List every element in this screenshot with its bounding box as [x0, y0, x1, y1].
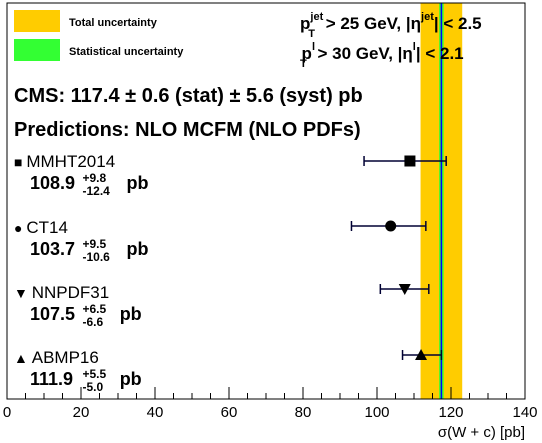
legend-label: Total uncertainty: [69, 17, 158, 29]
prediction-name-text: CT14: [26, 218, 68, 237]
cut-eta-sup: jet: [420, 11, 434, 23]
data-point-triangle-up: [415, 349, 428, 360]
x-tick-label: 20: [73, 404, 90, 421]
prediction-err-down: -6.6: [83, 315, 104, 329]
prediction-err-up: +9.5: [83, 237, 107, 251]
prediction-unit: pb: [120, 304, 142, 324]
cut-sup: jet: [309, 11, 323, 23]
x-tick-label: 120: [438, 404, 463, 421]
prediction-err-down: -5.0: [83, 380, 104, 394]
legend-swatch: [14, 39, 60, 61]
prediction-marker-glyph: ▲: [14, 350, 32, 366]
prediction-name: ▼ NNPDF31: [14, 283, 109, 302]
cut-sup: l: [312, 41, 315, 53]
x-tick-label: 40: [147, 404, 164, 421]
prediction-name-text: NNPDF31: [32, 283, 109, 302]
cut-p: p: [300, 14, 310, 33]
cut-p: p: [302, 44, 312, 63]
x-tick-label: 60: [221, 404, 238, 421]
prediction-err-up: +9.8: [83, 171, 107, 185]
prediction-err-down: -12.4: [83, 184, 111, 198]
cut-sub: T: [300, 58, 307, 70]
prediction-marker-glyph: ▼: [14, 285, 32, 301]
prediction-value: 111.9: [30, 369, 73, 389]
prediction-value-num: 111.9: [30, 369, 73, 389]
prediction-marker-glyph: ●: [14, 220, 26, 236]
prediction-value-num: 107.5: [30, 304, 75, 324]
kinematic-cut-text: pl T > 30 GeV, |ηl| < 2.1: [300, 41, 464, 70]
legend-label: Statistical uncertainty: [69, 46, 184, 58]
x-tick-label: 140: [512, 404, 537, 421]
prediction-name: ▲ ABMP16: [14, 348, 99, 367]
kinematic-cut-text: pjet T > 25 GeV, |ηjet| < 2.5: [300, 11, 482, 40]
prediction-err-down: -10.6: [83, 250, 111, 264]
prediction-unit: pb: [120, 369, 142, 389]
prediction-value-num: 108.9: [30, 173, 75, 193]
prediction-value: 107.5: [30, 304, 75, 324]
measurement-text: CMS: 117.4 ± 0.6 (stat) ± 5.6 (syst) pb: [14, 85, 363, 107]
prediction-unit: pb: [127, 239, 149, 259]
x-tick-label: 100: [364, 404, 389, 421]
legend-swatch: [14, 10, 60, 32]
predictions-title: Predictions: NLO MCFM (NLO PDFs): [14, 119, 361, 141]
cut-sub: T: [308, 28, 315, 40]
data-point-square: [404, 155, 416, 167]
prediction-err-up: +6.5: [83, 302, 107, 316]
x-tick-label: 80: [295, 404, 312, 421]
prediction-marker-glyph: ■: [14, 154, 26, 170]
cut-text-b: | < 2.1: [416, 44, 464, 63]
x-tick-label: 0: [3, 404, 11, 421]
prediction-value-num: 103.7: [30, 239, 75, 259]
data-point-circle: [385, 220, 397, 232]
prediction-name-text: MMHT2014: [26, 152, 115, 171]
cut-eta-sup: l: [413, 41, 416, 53]
x-axis-label: σ(W + c) [pb]: [438, 424, 525, 441]
prediction-unit: pb: [127, 173, 149, 193]
data-point-triangle-down: [398, 284, 411, 295]
prediction-name-text: ABMP16: [32, 348, 99, 367]
cut-text-a: > 30 GeV, |η: [313, 44, 413, 63]
prediction-name: ● CT14: [14, 218, 68, 237]
prediction-value: 108.9: [30, 173, 75, 193]
prediction-value: 103.7: [30, 239, 75, 259]
cut-text-a: > 25 GeV, |η: [321, 14, 421, 33]
prediction-name: ■ MMHT2014: [14, 152, 115, 171]
cut-text-b: | < 2.5: [434, 14, 482, 33]
prediction-err-up: +5.5: [83, 367, 107, 381]
